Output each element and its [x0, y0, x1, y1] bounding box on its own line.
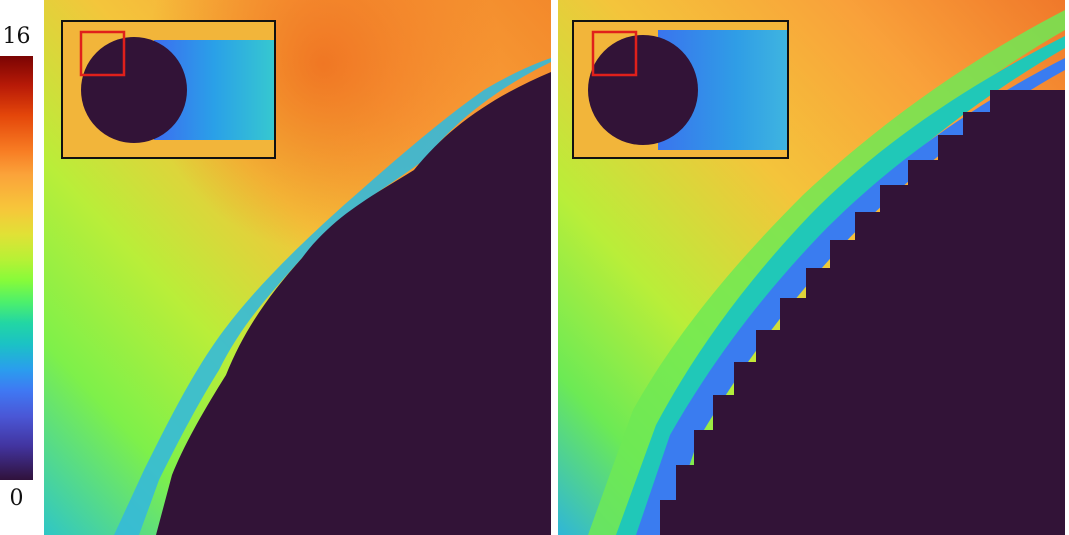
colorbar-max-label: 16 — [2, 24, 31, 49]
colorbar — [0, 56, 33, 480]
right-flow-field-image — [558, 0, 1065, 535]
right-flow-field — [558, 0, 1065, 535]
inset-overview — [61, 20, 276, 159]
zoom-box — [79, 30, 126, 77]
left-flow-field-image — [44, 0, 551, 535]
zoom-box — [591, 30, 638, 77]
colorbar-min-label: 0 — [9, 486, 24, 511]
inset-overview — [572, 20, 789, 159]
left-flow-field — [44, 0, 551, 535]
